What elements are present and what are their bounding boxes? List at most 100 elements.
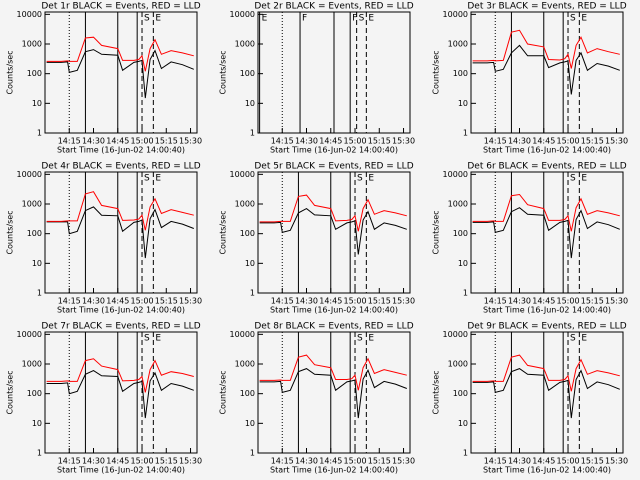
marker-label: F [352,14,357,24]
y-tick-label: 10000 [443,10,468,19]
series-line [46,206,194,259]
y-tick-label: 100 [240,229,255,238]
marker-label: S [570,334,576,344]
y-tick-label: 100 [453,389,468,398]
y-tick-label: 100 [27,389,42,398]
marker-label: S [144,14,150,24]
plot-frame [470,171,624,294]
y-tick-label: 1000 [448,200,468,209]
y-tick-label: 1 [37,289,42,298]
series-line [472,354,620,392]
x-tick-label: 14:15 [271,137,294,146]
x-tick-label: 14:15 [271,457,294,466]
y-tick-label: 100 [27,229,42,238]
y-tick-label: 1 [37,129,42,138]
y-axis-label: Counts/sec [6,370,15,414]
y-axis-label: Counts/sec [432,50,441,94]
x-tick-label: 14:15 [58,457,81,466]
x-tick-label: 14:30 [295,297,318,306]
x-tick-label: 14:45 [532,297,555,306]
marker-label: E [368,174,374,184]
chart-title: Det 1r BLACK = Events, RED = LLD [41,2,200,12]
y-tick-label: 1 [463,129,468,138]
y-axis-label: Counts/sec [219,210,228,254]
y-tick-label: 10000 [230,10,255,19]
marker-label: S [144,174,150,184]
y-tick-label: 10 [245,99,255,108]
x-tick-label: 15:15 [581,137,604,146]
plot-frame [44,331,198,454]
x-axis-label: Start Time (16-Jun-02 14:00:40) [483,306,611,315]
marker-label: E [368,14,374,24]
y-tick-label: 10000 [17,10,42,19]
x-tick-label: 14:15 [58,297,81,306]
x-tick-label: 15:15 [368,457,391,466]
y-tick-label: 1 [37,449,42,458]
y-tick-label: 10 [245,259,255,268]
x-tick-label: 15:00 [130,457,153,466]
chart-title: Det 7r BLACK = Events, RED = LLD [41,322,200,332]
x-tick-label: 14:45 [319,297,342,306]
plot-frame [257,331,411,454]
y-tick-label: 10 [32,99,42,108]
marker-label: S [359,14,365,24]
y-tick-label: 1 [250,289,255,298]
x-tick-label: 14:30 [295,457,318,466]
x-tick-label: 15:30 [179,297,202,306]
y-tick-label: 1000 [448,360,468,369]
y-tick-label: 1000 [235,40,255,49]
y-axis-label: Counts/sec [219,370,228,414]
x-tick-label: 15:30 [605,137,628,146]
x-axis-label: Start Time (16-Jun-02 14:00:40) [483,466,611,475]
y-axis-label: Counts/sec [432,210,441,254]
y-axis-label: Counts/sec [219,50,228,94]
x-tick-label: 14:45 [106,297,129,306]
x-axis-label: Start Time (16-Jun-02 14:00:40) [57,466,185,475]
y-tick-label: 10000 [443,170,468,179]
x-axis-label: Start Time (16-Jun-02 14:00:40) [57,306,185,315]
y-tick-label: 1000 [448,40,468,49]
x-tick-label: 15:15 [368,297,391,306]
x-axis-label: Start Time (16-Jun-02 14:00:40) [270,466,398,475]
series-line [46,370,194,419]
x-tick-label: 15:00 [556,457,579,466]
x-tick-label: 15:15 [155,457,178,466]
x-axis-label: Start Time (16-Jun-02 14:00:40) [270,306,398,315]
chart-title: Det 4r BLACK = Events, RED = LLD [41,162,200,172]
x-tick-label: 15:15 [581,457,604,466]
y-tick-label: 1 [250,129,255,138]
x-tick-label: 15:30 [605,297,628,306]
x-tick-label: 14:45 [319,457,342,466]
marker-label: E [262,14,268,24]
plot-frame [44,11,198,134]
y-tick-label: 10 [245,419,255,428]
x-tick-label: 14:30 [82,137,105,146]
y-tick-label: 10 [32,419,42,428]
x-tick-label: 14:30 [508,297,531,306]
marker-label: E [581,14,587,24]
series-line [472,207,620,259]
y-tick-label: 100 [240,69,255,78]
x-tick-label: 15:15 [155,297,178,306]
x-tick-label: 14:30 [508,457,531,466]
y-tick-label: 1000 [235,200,255,209]
y-tick-label: 100 [27,69,42,78]
marker-label: E [155,334,161,344]
series-line [46,36,194,72]
x-tick-label: 14:45 [532,457,555,466]
y-tick-label: 1000 [22,360,42,369]
y-tick-label: 10 [458,419,468,428]
y-tick-label: 1000 [235,360,255,369]
marker-label: S [357,174,363,184]
chart-title: Det 6r BLACK = Events, RED = LLD [467,162,626,172]
y-tick-label: 1000 [22,200,42,209]
marker-label: E [155,174,161,184]
x-tick-label: 15:15 [155,137,178,146]
chart-title: Det 3r BLACK = Events, RED = LLD [467,2,626,12]
x-tick-label: 15:30 [179,457,202,466]
y-tick-label: 1 [463,289,468,298]
marker-label: S [357,334,363,344]
series-line [259,368,407,419]
x-tick-label: 14:45 [106,457,129,466]
